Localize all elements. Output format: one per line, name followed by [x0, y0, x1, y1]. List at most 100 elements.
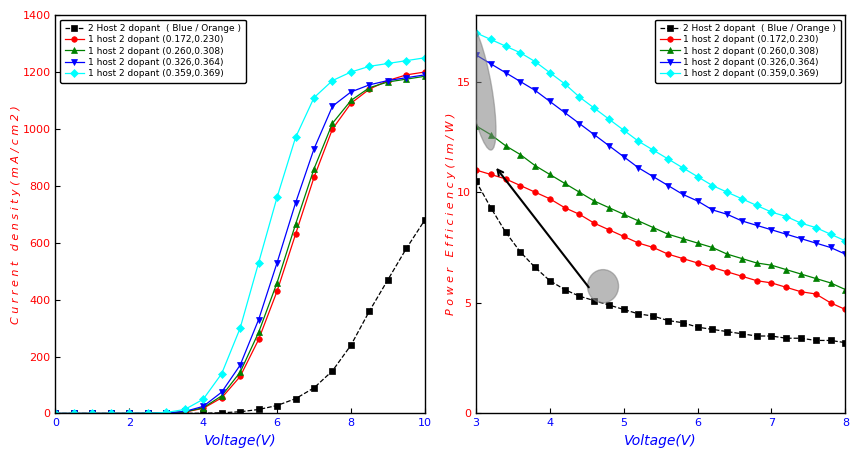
1 host 2 dopant (0.326,0.364)	[530, 88, 540, 93]
2 Host 2 dopant  ( Blue / Orange )	[365, 308, 375, 314]
1 host 2 dopant (0.326,0.364)	[737, 218, 747, 224]
1 host 2 dopant (0.359,0.369)	[198, 397, 208, 402]
Legend: 2 Host 2 dopant  ( Blue / Orange ), 1 host 2 dopant (0.172,0.230), 1 host 2 dopa: 2 Host 2 dopant ( Blue / Orange ), 1 hos…	[60, 20, 245, 83]
1 host 2 dopant (0.260,0.308)	[604, 205, 614, 210]
1 host 2 dopant (0.326,0.364)	[560, 110, 570, 115]
2 Host 2 dopant  ( Blue / Orange )	[692, 325, 703, 330]
Legend: 2 Host 2 dopant  ( Blue / Orange ), 1 host 2 dopant (0.172,0.230), 1 host 2 dopa: 2 Host 2 dopant ( Blue / Orange ), 1 hos…	[655, 20, 841, 83]
1 host 2 dopant (0.260,0.308)	[161, 410, 171, 416]
1 host 2 dopant (0.260,0.308)	[486, 132, 496, 137]
1 host 2 dopant (0.359,0.369)	[544, 70, 555, 75]
1 host 2 dopant (0.172,0.230)	[840, 307, 851, 312]
1 host 2 dopant (0.359,0.369)	[604, 117, 614, 122]
2 Host 2 dopant  ( Blue / Orange )	[648, 313, 659, 319]
1 host 2 dopant (0.172,0.230)	[346, 101, 356, 106]
1 host 2 dopant (0.326,0.364)	[633, 165, 643, 171]
1 host 2 dopant (0.172,0.230)	[692, 260, 703, 266]
2 Host 2 dopant  ( Blue / Orange )	[604, 302, 614, 308]
1 host 2 dopant (0.260,0.308)	[663, 231, 673, 237]
1 host 2 dopant (0.260,0.308)	[737, 256, 747, 261]
1 host 2 dopant (0.326,0.364)	[69, 411, 79, 416]
2 Host 2 dopant  ( Blue / Orange )	[560, 287, 570, 292]
1 host 2 dopant (0.260,0.308)	[589, 198, 599, 204]
1 host 2 dopant (0.359,0.369)	[501, 43, 511, 49]
1 host 2 dopant (0.359,0.369)	[365, 64, 375, 69]
1 host 2 dopant (0.172,0.230)	[604, 227, 614, 233]
Line: 1 host 2 dopant (0.260,0.308): 1 host 2 dopant (0.260,0.308)	[473, 123, 848, 292]
1 host 2 dopant (0.326,0.364)	[365, 82, 375, 88]
1 host 2 dopant (0.326,0.364)	[515, 79, 525, 84]
1 host 2 dopant (0.172,0.230)	[87, 411, 97, 416]
2 Host 2 dopant  ( Blue / Orange )	[589, 298, 599, 303]
1 host 2 dopant (0.172,0.230)	[618, 234, 629, 239]
1 host 2 dopant (0.260,0.308)	[574, 190, 585, 195]
Line: 1 host 2 dopant (0.326,0.364): 1 host 2 dopant (0.326,0.364)	[473, 52, 848, 257]
1 host 2 dopant (0.172,0.230)	[486, 172, 496, 177]
2 Host 2 dopant  ( Blue / Orange )	[51, 411, 61, 416]
1 host 2 dopant (0.326,0.364)	[346, 89, 356, 95]
1 host 2 dopant (0.359,0.369)	[143, 410, 153, 416]
1 host 2 dopant (0.260,0.308)	[51, 411, 61, 416]
1 host 2 dopant (0.359,0.369)	[217, 371, 227, 376]
1 host 2 dopant (0.359,0.369)	[470, 30, 481, 35]
1 host 2 dopant (0.172,0.230)	[811, 291, 821, 297]
1 host 2 dopant (0.260,0.308)	[180, 409, 190, 414]
1 host 2 dopant (0.260,0.308)	[796, 271, 806, 277]
X-axis label: Voltage(V): Voltage(V)	[624, 434, 697, 448]
1 host 2 dopant (0.172,0.230)	[235, 374, 245, 379]
1 host 2 dopant (0.260,0.308)	[272, 280, 282, 285]
1 host 2 dopant (0.326,0.364)	[180, 409, 190, 414]
1 host 2 dopant (0.172,0.230)	[420, 69, 430, 75]
2 Host 2 dopant  ( Blue / Orange )	[470, 179, 481, 184]
1 host 2 dopant (0.359,0.369)	[796, 220, 806, 226]
1 host 2 dopant (0.359,0.369)	[560, 81, 570, 86]
Line: 1 host 2 dopant (0.172,0.230): 1 host 2 dopant (0.172,0.230)	[473, 167, 848, 312]
2 Host 2 dopant  ( Blue / Orange )	[796, 336, 806, 341]
1 host 2 dopant (0.359,0.369)	[663, 156, 673, 162]
1 host 2 dopant (0.172,0.230)	[309, 174, 319, 180]
1 host 2 dopant (0.260,0.308)	[106, 411, 116, 416]
1 host 2 dopant (0.326,0.364)	[692, 198, 703, 204]
2 Host 2 dopant  ( Blue / Orange )	[707, 327, 717, 332]
1 host 2 dopant (0.260,0.308)	[692, 241, 703, 246]
1 host 2 dopant (0.326,0.364)	[402, 75, 412, 80]
1 host 2 dopant (0.172,0.230)	[707, 265, 717, 270]
2 Host 2 dopant  ( Blue / Orange )	[766, 333, 777, 339]
2 Host 2 dopant  ( Blue / Orange )	[515, 249, 525, 255]
1 host 2 dopant (0.326,0.364)	[574, 121, 585, 126]
1 host 2 dopant (0.172,0.230)	[217, 395, 227, 401]
2 Host 2 dopant  ( Blue / Orange )	[383, 277, 393, 282]
1 host 2 dopant (0.359,0.369)	[328, 78, 338, 84]
1 host 2 dopant (0.326,0.364)	[663, 183, 673, 188]
1 host 2 dopant (0.172,0.230)	[781, 285, 791, 290]
1 host 2 dopant (0.260,0.308)	[515, 152, 525, 157]
1 host 2 dopant (0.260,0.308)	[124, 411, 134, 416]
2 Host 2 dopant  ( Blue / Orange )	[501, 229, 511, 235]
1 host 2 dopant (0.359,0.369)	[826, 231, 836, 237]
2 Host 2 dopant  ( Blue / Orange )	[840, 340, 851, 346]
2 Host 2 dopant  ( Blue / Orange )	[678, 320, 688, 325]
1 host 2 dopant (0.260,0.308)	[291, 222, 301, 227]
2 Host 2 dopant  ( Blue / Orange )	[420, 217, 430, 223]
1 host 2 dopant (0.172,0.230)	[633, 241, 643, 246]
1 host 2 dopant (0.260,0.308)	[383, 79, 393, 85]
1 host 2 dopant (0.359,0.369)	[678, 165, 688, 171]
1 host 2 dopant (0.172,0.230)	[383, 78, 393, 84]
1 host 2 dopant (0.260,0.308)	[633, 218, 643, 224]
1 host 2 dopant (0.326,0.364)	[420, 72, 430, 78]
1 host 2 dopant (0.359,0.369)	[707, 183, 717, 188]
1 host 2 dopant (0.359,0.369)	[648, 147, 659, 153]
1 host 2 dopant (0.172,0.230)	[124, 411, 134, 416]
1 host 2 dopant (0.326,0.364)	[486, 61, 496, 67]
1 host 2 dopant (0.359,0.369)	[124, 411, 134, 416]
1 host 2 dopant (0.260,0.308)	[530, 163, 540, 168]
1 host 2 dopant (0.359,0.369)	[402, 58, 412, 63]
1 host 2 dopant (0.260,0.308)	[235, 369, 245, 375]
1 host 2 dopant (0.359,0.369)	[633, 139, 643, 144]
1 host 2 dopant (0.172,0.230)	[826, 300, 836, 306]
1 host 2 dopant (0.326,0.364)	[106, 411, 116, 416]
2 Host 2 dopant  ( Blue / Orange )	[161, 411, 171, 416]
1 host 2 dopant (0.260,0.308)	[560, 180, 570, 186]
1 host 2 dopant (0.172,0.230)	[328, 126, 338, 132]
Ellipse shape	[587, 269, 618, 303]
